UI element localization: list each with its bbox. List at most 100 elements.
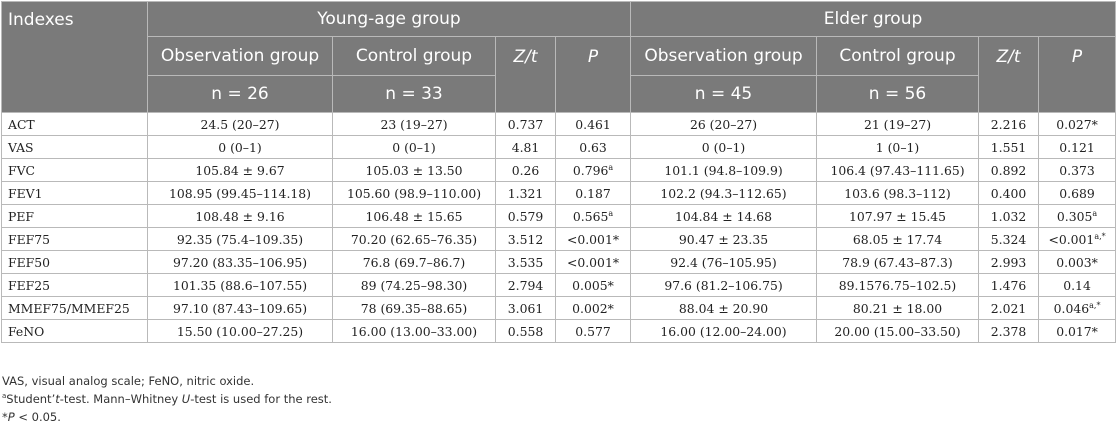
index-cell: MMEF75/MMEF25 bbox=[1, 296, 148, 320]
young-zt-cell: 1.321 bbox=[495, 181, 556, 205]
young-zt-header: Z/t bbox=[495, 36, 556, 113]
young-control-cell: 89 (74.25–98.30) bbox=[332, 273, 496, 297]
young-zt-cell: 3.512 bbox=[495, 227, 556, 251]
elder-observation-cell: 92.4 (76–105.95) bbox=[630, 250, 818, 274]
young-control-cell: 70.20 (62.65–76.35) bbox=[332, 227, 496, 251]
elder-p-cell: 0.003* bbox=[1038, 250, 1116, 274]
young-group-header: Young-age group bbox=[146, 1, 632, 37]
elder-control-cell: 103.6 (98.3–112) bbox=[816, 181, 980, 205]
elder-zt-cell: 2.021 bbox=[978, 296, 1040, 320]
elder-p-cell: 0.027* bbox=[1038, 112, 1116, 136]
table-row: PEF 108.48 ± 9.16 106.48 ± 15.65 0.579 0.565… bbox=[1, 204, 1116, 228]
elder-zt-cell: 0.892 bbox=[978, 158, 1040, 182]
young-p-cell: 0.002* bbox=[554, 296, 632, 320]
table-row: FEF50 97.20 (83.35–106.95) 76.8 (69.7–86.7… bbox=[1, 250, 1116, 274]
note-significance: *P < 0.05. bbox=[2, 410, 61, 424]
elder-p-header: P bbox=[1038, 36, 1116, 113]
young-observation-cell: 92.35 (75.4–109.35) bbox=[147, 227, 333, 251]
note-abbreviations: VAS, visual analog scale; FeNO, nitric o… bbox=[2, 374, 255, 388]
elder-zt-cell: 0.400 bbox=[978, 181, 1040, 205]
elder-p-cell: 0.121 bbox=[1038, 135, 1116, 159]
young-p-cell: 0.796a bbox=[554, 158, 632, 182]
young-zt-cell: 3.061 bbox=[495, 296, 556, 320]
young-observation-cell: 24.5 (20–27) bbox=[147, 112, 333, 136]
results-table: Indexes Young-age group Elder group Obse… bbox=[1, 1, 1116, 343]
young-control-cell: 78 (69.35–88.65) bbox=[332, 296, 496, 320]
elder-control-cell: 107.97 ± 15.45 bbox=[816, 204, 980, 228]
elder-observation-cell: 101.1 (94.8–109.9) bbox=[630, 158, 818, 182]
table-row: FEF75 92.35 (75.4–109.35) 70.20 (62.65–76.… bbox=[1, 227, 1116, 251]
elder-p-cell: <0.001a,* bbox=[1038, 227, 1116, 251]
table-row: FEV1 108.95 (99.45–114.18) 105.60 (98.9–11… bbox=[1, 181, 1116, 205]
young-zt-cell: 3.535 bbox=[495, 250, 556, 274]
elder-observation-cell: 0 (0–1) bbox=[630, 135, 818, 159]
young-p-cell: 0.187 bbox=[554, 181, 632, 205]
young-control-cell: 76.8 (69.7–86.7) bbox=[332, 250, 496, 274]
note-tests: aStudent’t-test. Mann–Whitney U-test is … bbox=[2, 392, 332, 406]
young-p-cell: 0.005* bbox=[554, 273, 632, 297]
elder-zt-cell: 2.993 bbox=[978, 250, 1040, 274]
elder-p-cell: 0.14 bbox=[1038, 273, 1116, 297]
young-control-cell: 105.60 (98.9–110.00) bbox=[332, 181, 496, 205]
young-observation-cell: 108.48 ± 9.16 bbox=[147, 204, 333, 228]
young-observation-cell: 97.20 (83.35–106.95) bbox=[147, 250, 333, 274]
table-row: MMEF75/MMEF25 97.10 (87.43–109.65) 78 (69.… bbox=[1, 296, 1116, 320]
elder-control-cell: 1 (0–1) bbox=[816, 135, 980, 159]
elder-control-cell: 20.00 (15.00–33.50) bbox=[816, 319, 980, 343]
indexes-header: Indexes bbox=[1, 1, 148, 113]
elder-control-cell: 80.21 ± 18.00 bbox=[816, 296, 980, 320]
index-cell: PEF bbox=[1, 204, 148, 228]
young-observation-cell: 97.10 (87.43–109.65) bbox=[147, 296, 333, 320]
young-zt-cell: 0.26 bbox=[495, 158, 556, 182]
young-p-cell: <0.001* bbox=[554, 250, 632, 274]
elder-observation-cell: 26 (20–27) bbox=[630, 112, 818, 136]
young-observation-cell: 101.35 (88.6–107.55) bbox=[147, 273, 333, 297]
young-p-header: P bbox=[554, 36, 632, 113]
young-control-cell: 23 (19–27) bbox=[332, 112, 496, 136]
table-notes: VAS, visual analog scale; FeNO, nitric o… bbox=[2, 372, 332, 426]
young-p-cell: 0.577 bbox=[554, 319, 632, 343]
index-cell: FeNO bbox=[1, 319, 148, 343]
table-row: FVC 105.84 ± 9.67 105.03 ± 13.50 0.26 0.796a… bbox=[1, 158, 1116, 182]
young-zt-cell: 0.737 bbox=[495, 112, 556, 136]
young-observation-cell: 105.84 ± 9.67 bbox=[147, 158, 333, 182]
elder-zt-header: Z/t bbox=[978, 36, 1040, 113]
index-cell: FVC bbox=[1, 158, 148, 182]
elder-control-cell: 68.05 ± 17.74 bbox=[816, 227, 980, 251]
index-cell: VAS bbox=[1, 135, 148, 159]
young-observation-cell: 108.95 (99.45–114.18) bbox=[147, 181, 333, 205]
table-row: FeNO 15.50 (10.00–27.25) 16.00 (13.00–33.0… bbox=[1, 319, 1116, 343]
young-observation-n: n = 26 bbox=[147, 75, 333, 113]
elder-observation-cell: 102.2 (94.3–112.65) bbox=[630, 181, 818, 205]
elder-group-header: Elder group bbox=[630, 1, 1116, 37]
young-zt-cell: 4.81 bbox=[495, 135, 556, 159]
elder-control-header: Control group bbox=[816, 36, 980, 76]
young-p-cell: 0.63 bbox=[554, 135, 632, 159]
elder-observation-cell: 104.84 ± 14.68 bbox=[630, 204, 818, 228]
young-observation-header: Observation group bbox=[147, 36, 333, 76]
elder-control-cell: 78.9 (67.43–87.3) bbox=[816, 250, 980, 274]
elder-p-cell: 0.046a,* bbox=[1038, 296, 1116, 320]
table-row: ACT 24.5 (20–27) 23 (19–27) 0.737 0.461 26 (2… bbox=[1, 112, 1116, 136]
elder-observation-cell: 16.00 (12.00–24.00) bbox=[630, 319, 818, 343]
young-observation-cell: 0 (0–1) bbox=[147, 135, 333, 159]
elder-observation-cell: 88.04 ± 20.90 bbox=[630, 296, 818, 320]
table-body: ACT 24.5 (20–27) 23 (19–27) 0.737 0.461 26 (2… bbox=[1, 112, 1116, 343]
young-control-cell: 16.00 (13.00–33.00) bbox=[332, 319, 496, 343]
elder-zt-cell: 5.324 bbox=[978, 227, 1040, 251]
elder-observation-cell: 90.47 ± 23.35 bbox=[630, 227, 818, 251]
elder-observation-cell: 97.6 (81.2–106.75) bbox=[630, 273, 818, 297]
index-cell: FEF25 bbox=[1, 273, 148, 297]
index-cell: FEF75 bbox=[1, 227, 148, 251]
young-zt-cell: 0.579 bbox=[495, 204, 556, 228]
table-header: Indexes Young-age group Elder group Obse… bbox=[1, 1, 1116, 113]
young-zt-cell: 0.558 bbox=[495, 319, 556, 343]
young-control-cell: 0 (0–1) bbox=[332, 135, 496, 159]
elder-control-cell: 89.1576.75–102.5) bbox=[816, 273, 980, 297]
elder-p-cell: 0.373 bbox=[1038, 158, 1116, 182]
elder-p-cell: 0.017* bbox=[1038, 319, 1116, 343]
elder-control-n: n = 56 bbox=[816, 75, 980, 113]
index-cell: ACT bbox=[1, 112, 148, 136]
index-cell: FEV1 bbox=[1, 181, 148, 205]
elder-control-cell: 21 (19–27) bbox=[816, 112, 980, 136]
